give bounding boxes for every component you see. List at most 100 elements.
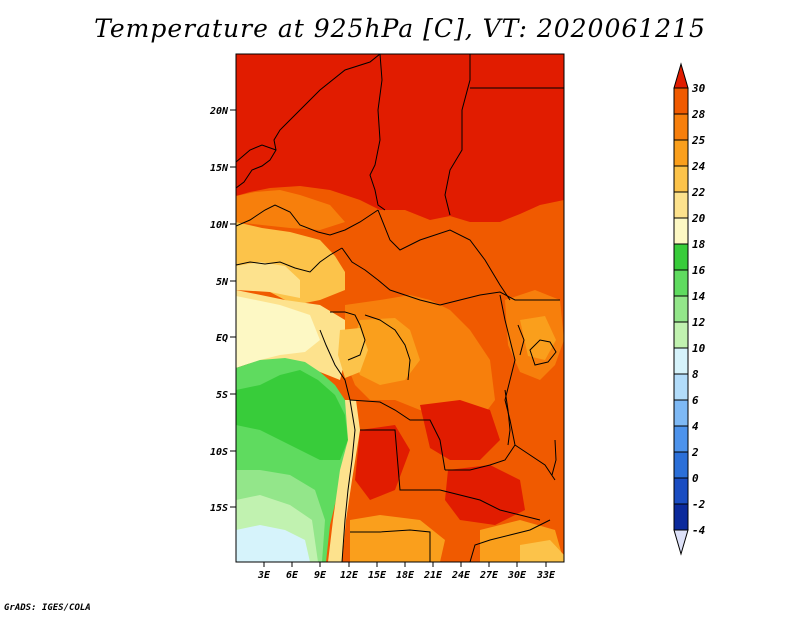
field-30-patch-3 xyxy=(445,465,525,525)
lake-albert xyxy=(517,324,525,356)
colorbar-label: -4 xyxy=(692,524,706,537)
lon-label: 33E xyxy=(536,570,556,581)
border-line xyxy=(236,54,381,189)
lake-malawi xyxy=(551,439,557,476)
colorbar-label: 2 xyxy=(691,446,699,459)
colorbar-band xyxy=(673,87,689,115)
border-line xyxy=(349,399,446,471)
lat-label: 15N xyxy=(210,163,229,174)
lon-label: 15E xyxy=(368,570,387,581)
field-20-coast xyxy=(236,262,300,298)
field-25-north xyxy=(236,190,345,230)
field-30-patch-1 xyxy=(420,400,500,460)
border-line xyxy=(377,209,511,301)
colorbar-label: -2 xyxy=(692,498,706,511)
colorbar-label: 18 xyxy=(692,238,706,251)
colorbar-band xyxy=(673,139,689,167)
lon-label: 30E xyxy=(507,570,527,581)
map-frame xyxy=(235,53,565,563)
border-line xyxy=(369,54,386,211)
coastline xyxy=(236,247,343,273)
colorbar-band xyxy=(673,295,689,323)
colorbar-top-arrow xyxy=(673,62,689,89)
lat-label: 10N xyxy=(210,220,229,231)
colorbar-label: 16 xyxy=(692,264,706,277)
colorbar-label: 28 xyxy=(691,108,706,121)
lon-label: 18E xyxy=(396,570,415,581)
lon-label: 9E xyxy=(314,570,327,581)
field-10-ocean xyxy=(236,525,310,562)
field-30 xyxy=(236,54,564,222)
colorbar-label: 25 xyxy=(691,134,706,147)
colorbar-label: 0 xyxy=(692,472,699,485)
longitude-axis: 3E 6E 9E 12E 15E 18E 21E 24E 27E 30E 33E xyxy=(257,562,556,581)
lake-tanganyika xyxy=(504,389,511,446)
field-22-gabon xyxy=(338,328,368,378)
border-line xyxy=(236,204,379,236)
colorbar-label: 12 xyxy=(692,316,706,329)
border-line xyxy=(330,311,366,361)
lon-label: 3E xyxy=(257,570,271,581)
lat-label: 10S xyxy=(210,447,228,458)
border-line xyxy=(364,314,411,381)
latitude-axis: 20N 15N 10N 5N EQ 5S 10S 15S xyxy=(209,106,236,514)
lon-label: 21E xyxy=(423,570,443,581)
field-16-ocean xyxy=(236,370,348,460)
colorbar-label: 22 xyxy=(691,186,706,199)
colorbar-band xyxy=(673,477,689,505)
colorbar-band xyxy=(673,269,689,297)
colorbar-label: 10 xyxy=(692,342,706,355)
border-line xyxy=(350,529,431,562)
field-22-southeast xyxy=(520,540,564,562)
lat-label: EQ xyxy=(216,333,228,344)
temperature-field xyxy=(236,54,564,562)
lon-label: 6E xyxy=(286,570,299,581)
lake-victoria xyxy=(529,339,557,366)
colorbar-label: 30 xyxy=(691,82,706,95)
lat-label: 15S xyxy=(210,503,228,514)
colorbar-label: 6 xyxy=(692,394,699,407)
colorbar-bottom-arrow xyxy=(673,529,689,556)
colorbar-band xyxy=(673,373,689,401)
lat-label: 5S xyxy=(216,390,228,401)
border-line xyxy=(439,291,530,306)
colorbar-band xyxy=(673,243,689,271)
colorbar-label: 8 xyxy=(692,368,699,381)
field-24-south xyxy=(350,515,445,562)
lat-label: 20N xyxy=(209,106,229,117)
field-18-ocean xyxy=(236,296,320,368)
colorbar-band xyxy=(673,503,689,531)
grads-credit: GrADS: IGES/COLA xyxy=(4,603,91,613)
field-24-interior xyxy=(350,318,420,385)
colorbar-band xyxy=(673,113,689,141)
border-line xyxy=(341,247,441,306)
colorbar-band xyxy=(673,347,689,375)
border-line xyxy=(469,519,551,562)
border-line xyxy=(514,444,556,481)
colorbar-label: 14 xyxy=(692,290,706,303)
colorbar-label: 20 xyxy=(691,212,706,225)
colorbar-label: 24 xyxy=(691,160,706,173)
border-line xyxy=(439,489,541,521)
border-line xyxy=(236,144,277,163)
field-24-east xyxy=(520,316,556,360)
lon-label: 27E xyxy=(479,570,499,581)
colorbar-label: 4 xyxy=(692,420,699,433)
colorbar-band xyxy=(673,399,689,427)
lat-label: 5N xyxy=(216,277,229,288)
colorbar-band xyxy=(673,217,689,245)
lon-label: 12E xyxy=(340,570,359,581)
border-line xyxy=(444,54,471,216)
coastline xyxy=(341,399,356,562)
field-20-coast-south xyxy=(328,400,360,562)
colorbar-band xyxy=(673,451,689,479)
map-title: Temperature at 925hPa [C], VT: 202006121… xyxy=(94,14,706,43)
colorbar-band xyxy=(673,321,689,349)
border-line xyxy=(445,444,516,471)
lon-label: 24E xyxy=(451,570,471,581)
country-borders xyxy=(236,54,564,562)
colorbar-band xyxy=(673,191,689,219)
colorbar-band xyxy=(673,165,689,193)
